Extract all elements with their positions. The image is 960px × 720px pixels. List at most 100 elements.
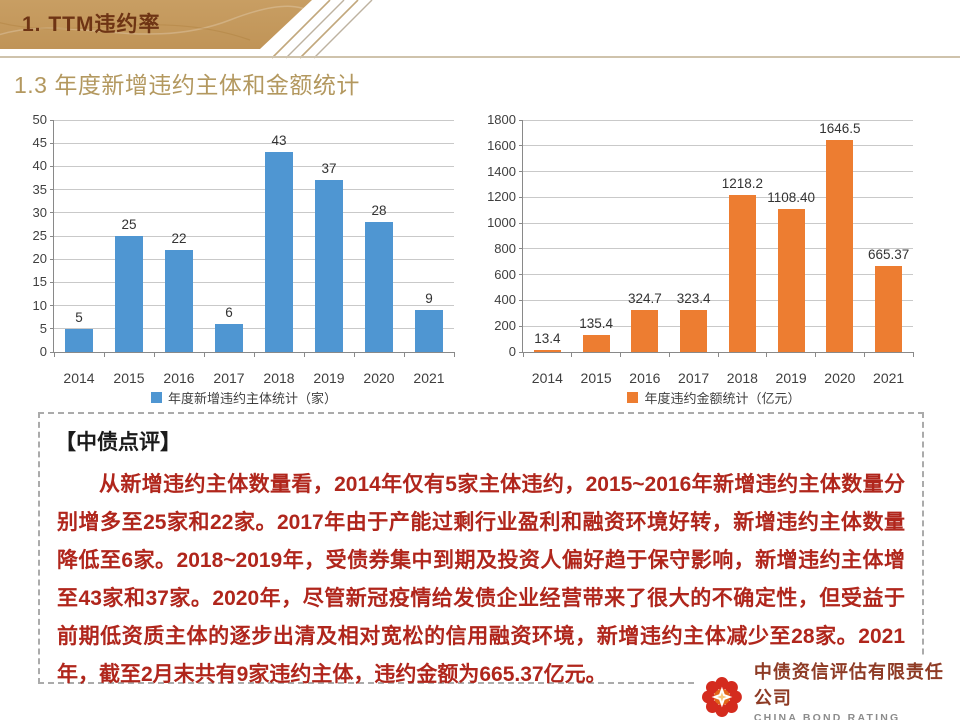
page-title: 1.3 年度新增违约主体和金额统计 xyxy=(14,72,360,98)
bar-value-label: 28 xyxy=(371,203,387,219)
x-tick-mark xyxy=(153,352,155,357)
y-tick-mark xyxy=(50,119,54,121)
logo-flower-icon xyxy=(701,677,742,717)
gridline xyxy=(523,248,913,250)
y-axis-label: 400 xyxy=(494,292,516,308)
y-tick-mark xyxy=(50,328,54,330)
gridline xyxy=(523,325,913,327)
x-axis-label: 2015 xyxy=(580,370,612,386)
chart-default-amount: 0 200 400 600 800 1000 1200 1400 1600 1800 13.4 201… xyxy=(483,110,945,410)
x-axis-label: 2017 xyxy=(213,370,245,386)
x-axis-label: 2017 xyxy=(678,370,710,386)
bar-value-label: 665.37 xyxy=(867,247,910,263)
y-axis-label: 20 xyxy=(32,251,47,267)
x-tick-mark xyxy=(863,352,865,357)
x-axis-label: 2015 xyxy=(113,370,145,386)
gridline xyxy=(523,196,913,198)
header-divider xyxy=(0,56,960,58)
y-tick-mark xyxy=(50,235,54,237)
bar-value-label: 323.4 xyxy=(676,291,711,307)
gridline xyxy=(54,281,454,283)
y-axis-label: 40 xyxy=(32,158,47,174)
bar xyxy=(365,222,393,352)
chart-plot-area: 0 200 400 600 800 1000 1200 1400 1600 1800 13.4 201… xyxy=(487,112,914,386)
x-axis-label: 2021 xyxy=(413,370,445,386)
y-axis-label: 1200 xyxy=(487,189,516,205)
y-axis-label: 0 xyxy=(39,344,47,359)
chart-legend: 年度新增违约主体统计（家） xyxy=(26,388,462,407)
x-tick-mark xyxy=(717,352,719,357)
gridline xyxy=(523,222,913,224)
x-tick-mark xyxy=(766,352,768,357)
x-axis-label: 2021 xyxy=(873,370,905,386)
x-tick-mark xyxy=(353,352,355,357)
gridline xyxy=(523,299,913,301)
gridline xyxy=(54,235,454,237)
bar-value-label: 1646.5 xyxy=(819,120,861,136)
bar-value-label: 324.7 xyxy=(627,291,662,307)
company-name-en: CHINA BOND RATING CO.,LTD xyxy=(753,712,901,720)
gridline xyxy=(54,328,454,330)
gridline xyxy=(54,258,454,260)
bar-value-label: 6 xyxy=(225,305,233,321)
y-axis-label: 0 xyxy=(508,344,516,359)
y-tick-mark xyxy=(519,145,523,147)
bar xyxy=(265,152,293,352)
bar-value-label: 135.4 xyxy=(579,315,614,331)
x-axis-label: 2016 xyxy=(629,370,661,386)
y-tick-mark xyxy=(519,171,523,173)
x-axis-label: 2020 xyxy=(363,370,395,386)
gridline xyxy=(54,305,454,307)
bar-value-label: 37 xyxy=(321,161,337,177)
bar-value-label: 1108.40 xyxy=(767,190,816,206)
x-tick-mark xyxy=(620,352,621,357)
bar-value-label: 5 xyxy=(75,309,83,325)
y-axis-label: 1600 xyxy=(487,137,516,153)
gridline xyxy=(54,119,454,121)
bar xyxy=(777,209,805,352)
y-axis-label: 5 xyxy=(39,320,47,336)
y-axis-label: 600 xyxy=(494,266,516,282)
y-tick-mark xyxy=(519,299,523,301)
bar xyxy=(115,236,143,352)
y-axis-label: 10 xyxy=(32,297,47,313)
x-tick-mark xyxy=(522,352,524,357)
bar-value-label: 22 xyxy=(171,230,187,246)
y-tick-mark xyxy=(50,142,54,144)
y-axis-label: 50 xyxy=(32,112,47,127)
y-tick-mark xyxy=(519,351,523,353)
y-tick-mark xyxy=(519,119,523,121)
commentary-title: 【中债点评】 xyxy=(55,431,181,454)
bar xyxy=(65,328,93,352)
x-axis-label: 2014 xyxy=(63,370,95,386)
y-tick-mark xyxy=(50,189,54,191)
bar xyxy=(875,266,903,352)
y-tick-mark xyxy=(519,274,523,276)
y-axis-label: 35 xyxy=(32,181,47,197)
bar-value-label: 25 xyxy=(121,217,137,232)
bar xyxy=(533,350,561,352)
gridline xyxy=(54,165,454,167)
gridline xyxy=(523,145,913,147)
bar xyxy=(415,310,443,352)
y-axis-label: 15 xyxy=(32,274,47,290)
company-logo: 中债资信评估有限责任公司 CHINA BOND RATING CO.,LTD xyxy=(694,656,960,720)
logo-text-block: 中债资信评估有限责任公司 CHINA BOND RATING CO.,LTD xyxy=(754,658,956,720)
x-tick-mark xyxy=(912,352,914,357)
x-axis-label: 2018 xyxy=(726,370,758,386)
y-tick-mark xyxy=(50,305,54,307)
y-tick-mark xyxy=(50,258,54,260)
x-axis-label: 2020 xyxy=(824,370,856,386)
commentary-body: 从新增违约主体数量看，2014年仅有5家主体违约，2015~2016年新增违约主… xyxy=(57,473,905,686)
y-axis-label: 800 xyxy=(494,240,516,256)
y-axis-label: 1000 xyxy=(487,215,516,231)
bar xyxy=(728,195,756,352)
section-title: 1. TTM违约率 xyxy=(22,13,161,36)
bar-value-label: 1218.2 xyxy=(721,175,764,191)
gridline xyxy=(523,119,913,121)
x-tick-mark xyxy=(815,352,816,357)
x-axis-label: 2014 xyxy=(531,370,563,386)
legend-swatch xyxy=(627,392,639,403)
bar xyxy=(680,310,708,352)
